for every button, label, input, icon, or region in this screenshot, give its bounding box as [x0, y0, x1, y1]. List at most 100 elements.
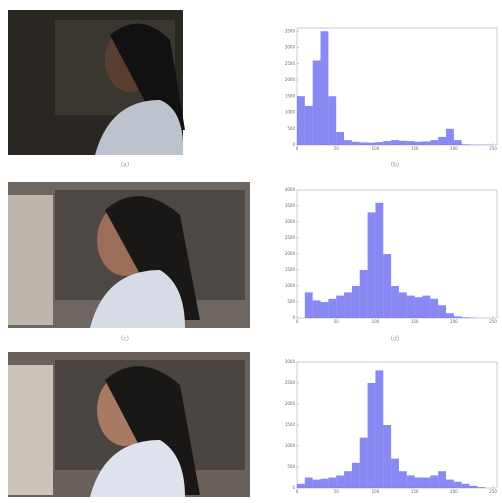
x-tick-label: 0: [296, 146, 299, 151]
y-tick-label: 0: [292, 315, 295, 320]
histogram-bar: [438, 136, 447, 145]
histogram-bar: [438, 305, 447, 318]
histogram-bar: [328, 298, 337, 318]
x-tick-label: 150: [411, 319, 419, 324]
histogram-bar: [430, 140, 439, 145]
x-tick-label: 200: [450, 489, 458, 494]
histogram-bar: [461, 317, 470, 318]
histogram-bar: [398, 140, 407, 145]
x-tick-label: 150: [411, 146, 419, 151]
histogram-bar: [391, 140, 399, 145]
histogram-bar: [304, 292, 313, 318]
x-tick-label: 250: [489, 489, 497, 494]
histogram-bar: [375, 142, 384, 145]
histogram-bar: [367, 142, 376, 145]
histogram-bar: [446, 128, 454, 145]
histogram-bar: [406, 475, 415, 488]
histogram-bar: [446, 479, 454, 488]
histogram-bar: [328, 96, 337, 145]
photo: [8, 352, 250, 497]
caption: (c): [121, 336, 129, 343]
histogram-bar: [438, 471, 447, 488]
caption: (a): [121, 162, 129, 169]
histogram-bar: [336, 295, 345, 318]
y-tick-label: 2000: [285, 251, 296, 256]
y-tick-label: 3000: [285, 45, 296, 50]
histogram-bar: [383, 254, 392, 318]
histogram-bar: [375, 370, 384, 488]
histogram-bar: [453, 140, 462, 145]
x-tick-label: 0: [296, 319, 299, 324]
histogram-bar: [367, 383, 376, 488]
y-tick-label: 3500: [285, 203, 296, 208]
histogram-bar: [414, 141, 423, 145]
histogram-bar: [336, 132, 345, 145]
histogram-bar: [422, 295, 431, 318]
caption: (d): [391, 336, 400, 343]
histogram-bar: [312, 479, 321, 488]
histogram-bar: [351, 141, 360, 145]
y-tick-label: 3000: [285, 219, 296, 224]
histogram-bar: [414, 477, 423, 488]
histogram-bar: [320, 302, 329, 318]
x-tick-label: 200: [450, 319, 458, 324]
y-tick-label: 1000: [285, 443, 296, 448]
y-tick-label: 1000: [285, 283, 296, 288]
histogram-bar: [398, 471, 407, 488]
histogram-bar: [375, 202, 384, 318]
histogram-bar: [320, 478, 329, 488]
x-tick-label: 50: [334, 489, 340, 494]
histogram-bar: [351, 286, 360, 318]
histogram-bar: [453, 316, 462, 318]
histogram-bar: [453, 481, 462, 488]
histogram-bar: [406, 141, 415, 145]
histogram-bar: [312, 60, 321, 145]
histogram-bar: [414, 297, 423, 318]
histogram-bar: [359, 437, 368, 488]
histogram-bar: [351, 462, 360, 488]
histogram-bar: [422, 477, 431, 488]
x-tick-label: 150: [411, 489, 419, 494]
histogram-bar: [367, 212, 376, 318]
histogram-bar: [304, 477, 313, 488]
histogram-bar: [446, 313, 454, 318]
x-tick-label: 250: [489, 319, 497, 324]
caption: (b): [391, 162, 400, 169]
y-tick-label: 500: [287, 126, 295, 131]
histogram-bar: [383, 141, 392, 145]
x-tick-label: 50: [334, 319, 340, 324]
histogram-bar: [383, 425, 392, 488]
x-tick-label: 250: [489, 146, 497, 151]
histogram-bar: [328, 477, 337, 488]
x-tick-label: 50: [334, 146, 340, 151]
histogram-bar: [344, 471, 352, 488]
histogram-bar: [469, 485, 478, 488]
y-tick-label: 0: [292, 485, 295, 490]
y-tick-label: 3500: [285, 28, 296, 33]
photo: [8, 182, 250, 328]
histogram-bar: [461, 144, 470, 145]
y-tick-label: 500: [287, 299, 295, 304]
y-tick-label: 1500: [285, 93, 296, 98]
x-tick-label: 100: [372, 146, 380, 151]
x-tick-label: 100: [372, 489, 380, 494]
histogram-bar: [391, 458, 399, 488]
histogram-bar: [430, 475, 439, 488]
y-tick-label: 1500: [285, 422, 296, 427]
histogram-bar: [391, 286, 399, 318]
histogram-bar: [406, 295, 415, 318]
y-tick-label: 500: [287, 464, 295, 469]
y-tick-label: 0: [292, 142, 295, 147]
histogram-bar: [336, 475, 345, 488]
histogram-bar: [359, 142, 368, 145]
histogram-bar: [320, 31, 329, 145]
histogram-bar: [297, 96, 305, 145]
histogram-bar: [398, 292, 407, 318]
y-tick-label: 2500: [285, 61, 296, 66]
histogram-bar: [344, 292, 352, 318]
photo: [8, 10, 185, 155]
y-tick-label: 2000: [285, 77, 296, 82]
y-tick-label: 2500: [285, 235, 296, 240]
